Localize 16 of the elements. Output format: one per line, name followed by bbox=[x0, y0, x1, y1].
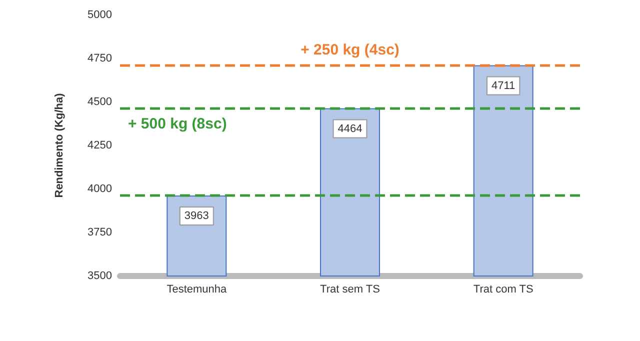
y-tick-label: 4250 bbox=[88, 140, 112, 152]
data-label: 4711 bbox=[492, 80, 516, 92]
y-tick-label: 3500 bbox=[88, 270, 112, 282]
x-tick-label: Trat sem TS bbox=[320, 284, 380, 296]
y-tick-label: 4750 bbox=[88, 52, 112, 64]
x-tick-label: Testemunha bbox=[166, 284, 228, 296]
data-label: 4464 bbox=[338, 122, 362, 135]
y-tick-label: 4500 bbox=[88, 96, 112, 108]
y-tick-label: 4000 bbox=[88, 183, 112, 195]
x-tick-label: Trat com TS bbox=[473, 284, 534, 296]
y-tick-label: 5000 bbox=[88, 9, 112, 21]
data-label: 3963 bbox=[184, 210, 209, 222]
y-axis-title: Rendimento (Kg/ha) bbox=[54, 92, 66, 198]
ref-line-label: + 250 kg (4sc) bbox=[300, 41, 400, 58]
ref-line-label: + 500 kg (8sc) bbox=[128, 115, 227, 132]
y-tick-label: 3750 bbox=[88, 226, 112, 238]
